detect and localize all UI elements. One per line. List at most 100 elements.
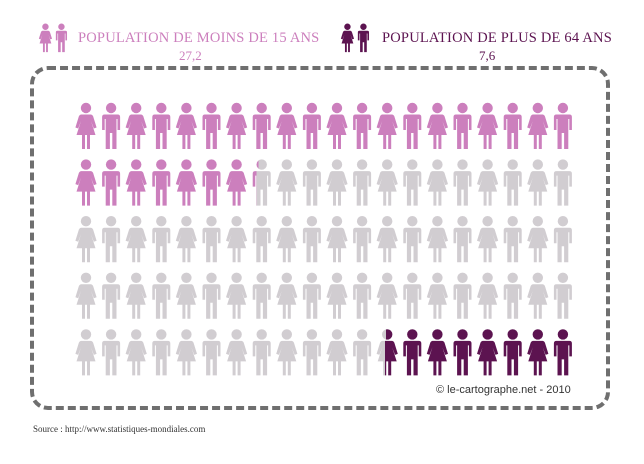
person-icon-29: [276, 159, 298, 206]
person-icon-26: [202, 159, 221, 206]
person-icon-66: [202, 272, 221, 319]
person-icon-19: [527, 102, 549, 149]
person-icon-98: [503, 329, 522, 376]
person-icon-81: [75, 329, 97, 376]
person-icon-37: [477, 159, 499, 206]
person-icon-36: [453, 159, 472, 206]
person-icon-78: [503, 272, 522, 319]
person-icon-10: [302, 102, 321, 149]
person-icon-72: [353, 272, 372, 319]
credit-text: © le-cartographe.net - 2010: [436, 384, 571, 396]
person-icon-63: [125, 272, 147, 319]
legend-young-title: POPULATION DE MOINS DE 15 ANS: [78, 30, 320, 46]
person-icon-20: [553, 102, 572, 149]
person-icon-64: [152, 272, 171, 319]
person-icon-60: [553, 216, 572, 263]
person-icon-14: [403, 102, 422, 149]
person-icon-9: [276, 102, 298, 149]
person-icon-12: [353, 102, 372, 149]
person-icon-11: [326, 102, 348, 149]
person-icon-62: [102, 272, 121, 319]
legend-young-value: 27,2: [179, 48, 202, 63]
person-icon-47: [226, 216, 248, 263]
person-icon-16: [453, 102, 472, 149]
person-icon-92: [353, 329, 372, 376]
person-icon-7: [226, 102, 248, 149]
person-icon-82: [102, 329, 121, 376]
person-icon-100: [553, 329, 572, 376]
person-icon-76: [453, 272, 472, 319]
legend-old-title: POPULATION DE PLUS DE 64 ANS: [382, 30, 612, 46]
person-icon-5: [175, 102, 197, 149]
person-icon-74: [403, 272, 422, 319]
person-icon-23: [125, 159, 147, 206]
person-icon-30: [302, 159, 321, 206]
legend-old-icon: [340, 23, 370, 53]
legend-old-value: 7,6: [479, 48, 496, 63]
person-icon-95: [426, 329, 448, 376]
person-icon-17: [477, 102, 499, 149]
person-icon-27: [226, 159, 248, 206]
person-icon-89: [276, 329, 298, 376]
person-icon-28: [252, 159, 271, 206]
person-icon-54: [403, 216, 422, 263]
person-icon-84: [152, 329, 171, 376]
person-icon-59: [527, 216, 549, 263]
person-icon-85: [175, 329, 197, 376]
person-icon-22: [102, 159, 121, 206]
person-icon-70: [302, 272, 321, 319]
person-icon-18: [503, 102, 522, 149]
person-icon-15: [426, 102, 448, 149]
person-icon-46: [202, 216, 221, 263]
person-icon-61: [75, 272, 97, 319]
person-icon-45: [175, 216, 197, 263]
person-icon-2: [102, 102, 121, 149]
person-icon-83: [125, 329, 147, 376]
person-icon-13: [376, 102, 398, 149]
person-icon-80: [553, 272, 572, 319]
person-icon-4: [152, 102, 171, 149]
person-icon-79: [527, 272, 549, 319]
person-icon-71: [326, 272, 348, 319]
person-icon-65: [175, 272, 197, 319]
person-icon-87: [226, 329, 248, 376]
person-icon-25: [175, 159, 197, 206]
person-icon-99: [527, 329, 549, 376]
person-icon-8: [252, 102, 271, 149]
person-icon-75: [426, 272, 448, 319]
person-icon-57: [477, 216, 499, 263]
person-icon-21: [75, 159, 97, 206]
person-icon-31: [326, 159, 348, 206]
person-icon-67: [226, 272, 248, 319]
person-icon-94: [403, 329, 422, 376]
source-text: Source : http://www.statistiques-mondial…: [33, 424, 206, 434]
person-icon-88: [252, 329, 271, 376]
person-icon-33: [376, 159, 398, 206]
person-icon-51: [326, 216, 348, 263]
person-icon-1: [75, 102, 97, 149]
chart-frame: [30, 66, 610, 410]
person-icon-58: [503, 216, 522, 263]
person-icon-6: [202, 102, 221, 149]
person-icon-49: [276, 216, 298, 263]
person-icon-43: [125, 216, 147, 263]
person-icon-34: [403, 159, 422, 206]
person-icon-69: [276, 272, 298, 319]
person-icon-56: [453, 216, 472, 263]
person-icon-68: [252, 272, 271, 319]
person-icon-41: [75, 216, 97, 263]
person-icon-96: [453, 329, 472, 376]
person-icon-24: [152, 159, 171, 206]
person-icon-53: [376, 216, 398, 263]
person-icon-86: [202, 329, 221, 376]
person-icon-35: [426, 159, 448, 206]
person-icon-39: [527, 159, 549, 206]
person-icon-50: [302, 216, 321, 263]
person-icon-77: [477, 272, 499, 319]
legend-young: POPULATION DE MOINS DE 15 ANS 27,2: [38, 20, 328, 66]
person-icon-52: [353, 216, 372, 263]
person-icon-42: [102, 216, 121, 263]
person-icon-40: [553, 159, 572, 206]
person-icon-91: [326, 329, 348, 376]
